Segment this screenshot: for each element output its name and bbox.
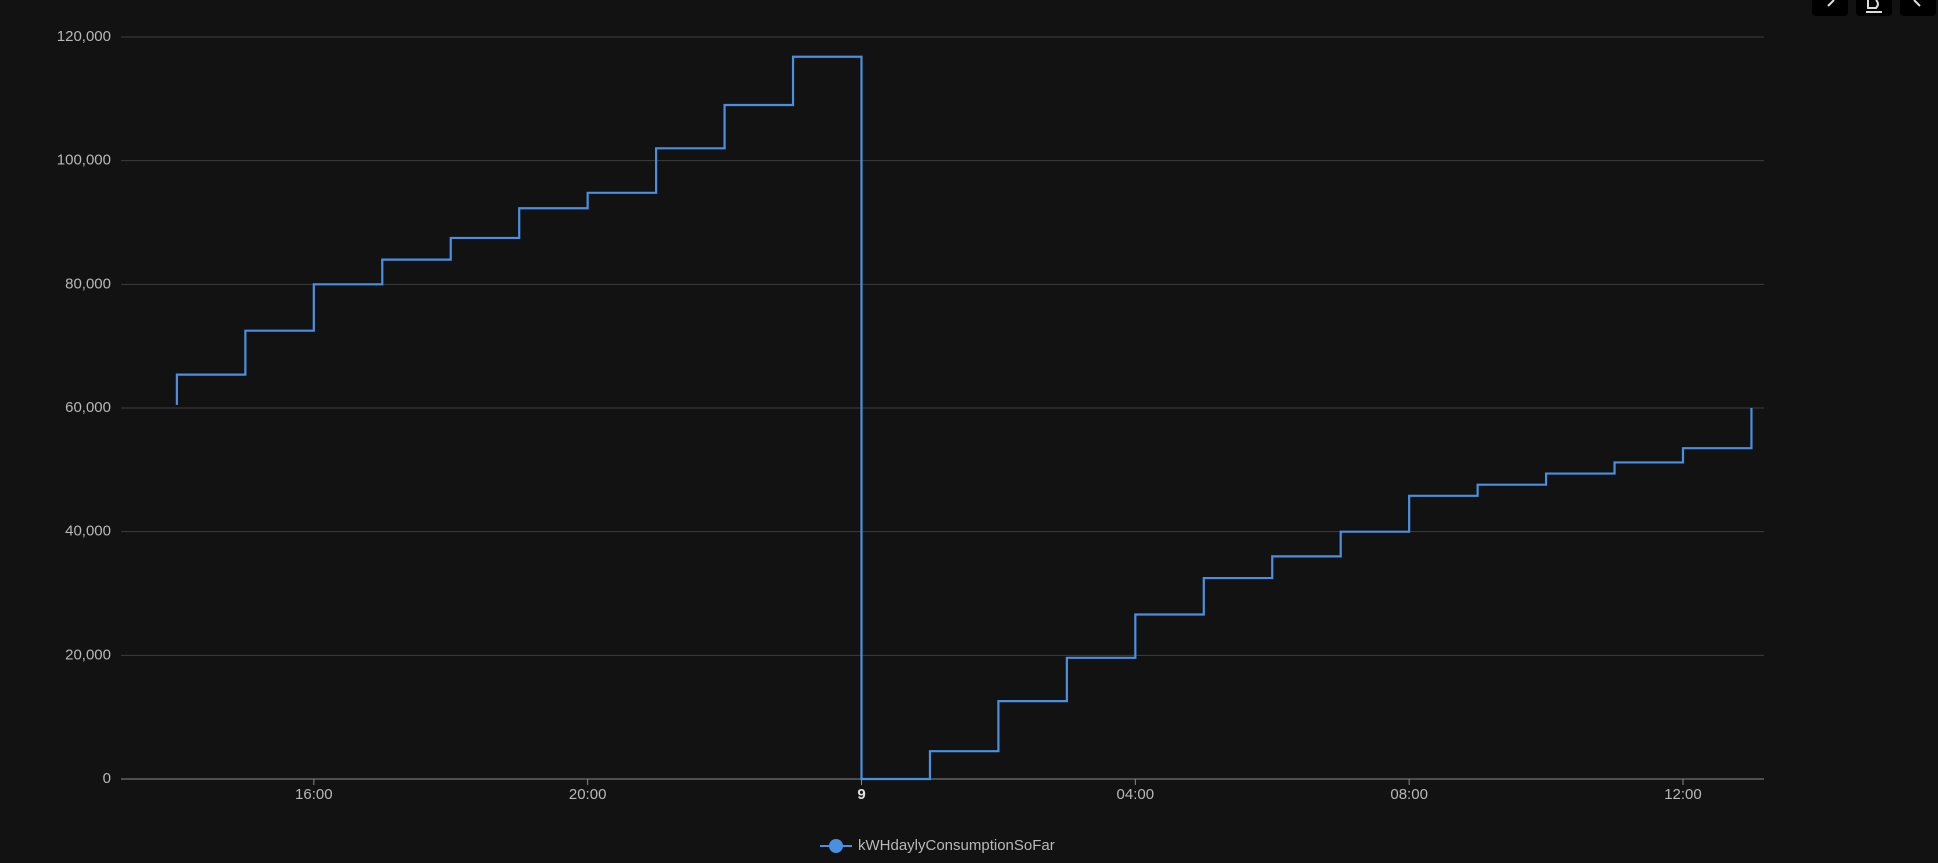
next-icon <box>1913 0 1921 7</box>
y-tick-label: 40,000 <box>65 523 111 540</box>
legend-label: kWHdaylyConsumptionSoFar <box>858 837 1055 854</box>
toolbar <box>1812 0 1936 16</box>
reset-icon <box>1866 0 1882 13</box>
y-tick-label: 0 <box>103 770 111 787</box>
y-tick-label: 60,000 <box>65 399 111 416</box>
prev-icon <box>1827 0 1835 7</box>
y-tick-label: 100,000 <box>57 152 111 169</box>
x-tick-label: 16:00 <box>295 786 333 803</box>
x-tick-label: 12:00 <box>1664 786 1702 803</box>
y-tick-label: 120,000 <box>57 28 111 45</box>
data-line <box>175 55 1753 781</box>
legend-marker <box>829 839 843 853</box>
x-tick-label: 08:00 <box>1390 786 1428 803</box>
prev-button[interactable] <box>1812 0 1848 16</box>
next-button[interactable] <box>1900 0 1936 16</box>
y-tick-label: 80,000 <box>65 275 111 292</box>
x-tick-label: 9 <box>857 786 865 803</box>
y-tick-label: 20,000 <box>65 646 111 663</box>
x-tick-label: 20:00 <box>569 786 607 803</box>
x-tick-label: 04:00 <box>1117 786 1155 803</box>
